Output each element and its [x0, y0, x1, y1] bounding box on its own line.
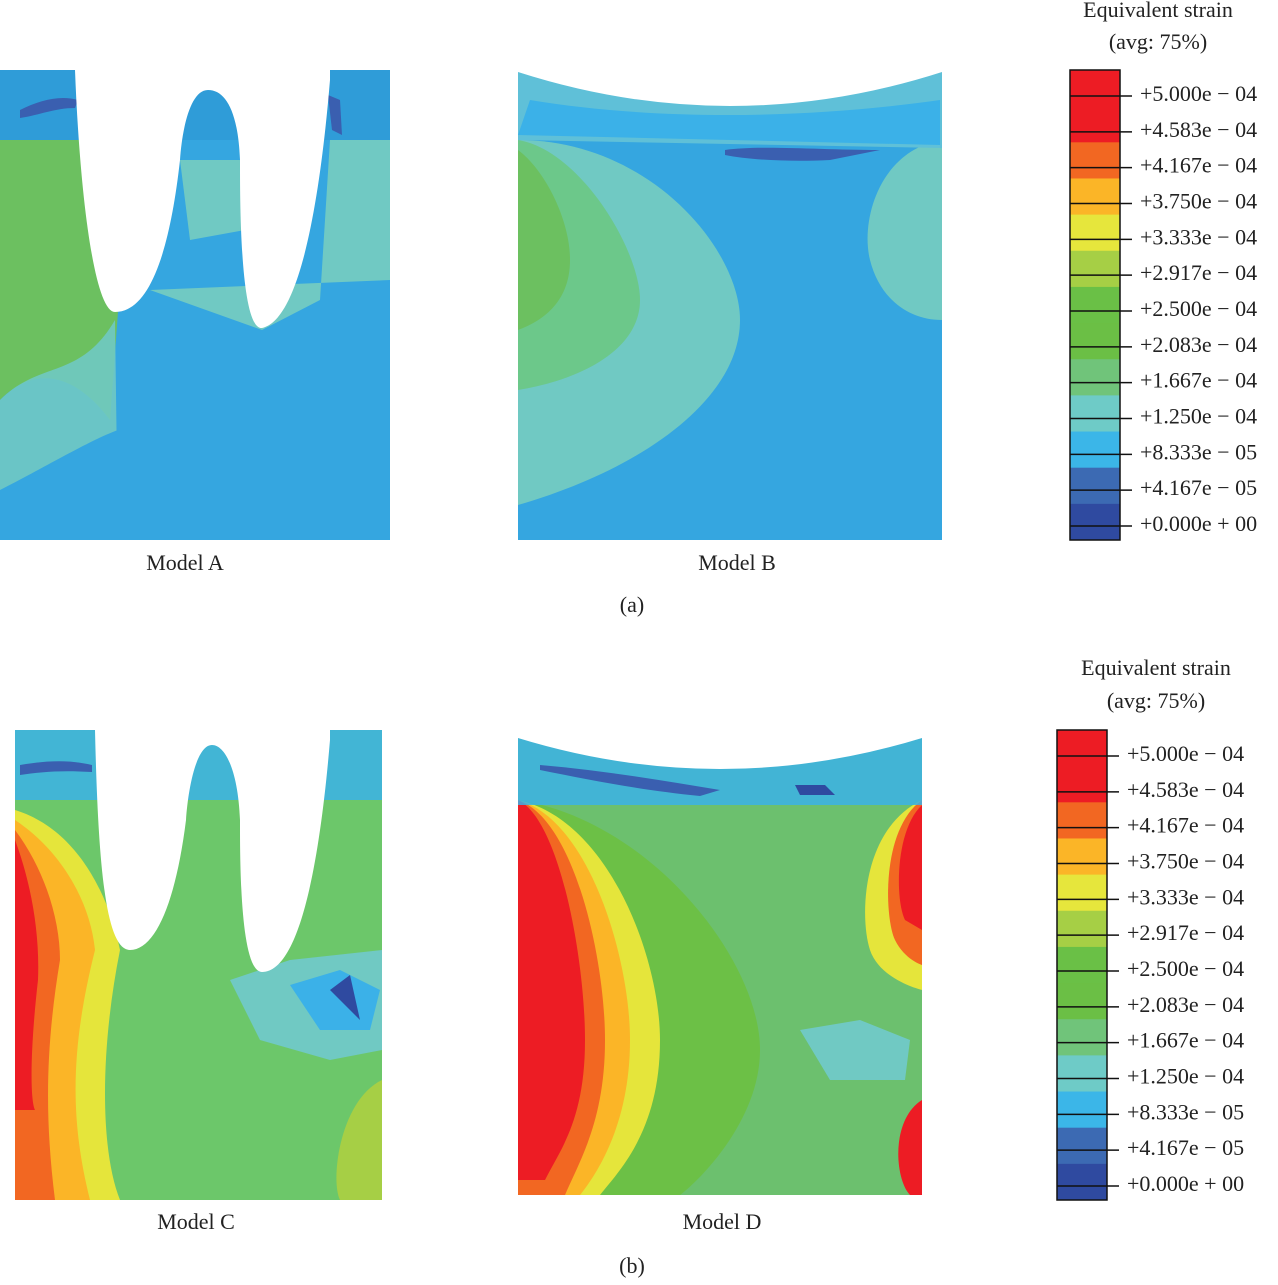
- colorbar-label: +2.083e − 04: [1127, 992, 1244, 1017]
- colorbar-frame: [1069, 69, 1121, 541]
- colorbar-label: +4.167e − 04: [1127, 813, 1244, 838]
- color-band: [1070, 142, 1120, 179]
- color-band: [1070, 286, 1120, 324]
- colorbar-label: +8.333e − 05: [1127, 1099, 1244, 1124]
- colorbar-label: +1.667e − 04: [1127, 1028, 1244, 1053]
- colorbar-label: +1.250e − 04: [1140, 404, 1257, 429]
- legend-title: Equivalent strain: [1081, 655, 1231, 680]
- color-band: [1070, 395, 1120, 433]
- color-band: [1070, 359, 1120, 396]
- colorbar-label: +3.750e − 04: [1127, 849, 1244, 874]
- colorbar-label: +2.917e − 04: [1140, 260, 1257, 285]
- colorbar-label: +3.333e − 04: [1140, 224, 1257, 249]
- color-band: [1070, 106, 1120, 143]
- colorbar-label: +2.917e − 04: [1127, 920, 1244, 945]
- color-band: [1070, 250, 1120, 288]
- legend-subtitle: (avg: 75%): [1107, 688, 1205, 713]
- colorbar-label: +5.000e − 04: [1140, 81, 1257, 106]
- contour-plot: [0, 70, 390, 540]
- legend-subtitle: (avg: 75%): [1109, 29, 1207, 54]
- color-band: [1057, 1019, 1107, 1056]
- color-band: [1070, 178, 1120, 216]
- colorbar-label: +0.000e + 00: [1140, 511, 1257, 536]
- color-band: [1057, 838, 1107, 876]
- model-label: Model D: [683, 1209, 762, 1234]
- colorbar-label: +8.333e − 05: [1140, 439, 1257, 464]
- color-band: [1057, 910, 1107, 948]
- colorbar-label: +3.333e − 04: [1127, 884, 1244, 909]
- colorbar-label: +0.000e + 00: [1127, 1171, 1244, 1196]
- colorbar-label: +4.167e − 05: [1127, 1135, 1244, 1160]
- color-band: [1057, 1163, 1107, 1201]
- colorbar-label: +4.583e − 04: [1127, 777, 1244, 802]
- panel-caption: (a): [620, 592, 644, 617]
- color-band: [1057, 874, 1107, 912]
- color-band: [1057, 802, 1107, 839]
- color-band: [1057, 1127, 1107, 1165]
- color-band: [1057, 983, 1107, 1020]
- colorbar-label: +3.750e − 04: [1140, 189, 1257, 214]
- colorbar-label: +2.500e − 04: [1127, 956, 1244, 981]
- color-band: [1057, 730, 1107, 767]
- color-band: [1070, 323, 1120, 360]
- colorbar-label: +4.583e − 04: [1140, 117, 1257, 142]
- colorbar-label: +1.250e − 04: [1127, 1064, 1244, 1089]
- color-band: [1070, 431, 1120, 469]
- contour-plot: [518, 735, 922, 1195]
- color-band: [1057, 766, 1107, 803]
- color-band: [1070, 70, 1120, 107]
- colorbar-frame: [1056, 729, 1108, 1201]
- contour-plot: [518, 70, 942, 540]
- color-band: [1057, 946, 1107, 984]
- model-label: Model A: [146, 550, 224, 575]
- colorbar-label: +4.167e − 04: [1140, 153, 1257, 178]
- color-band: [1057, 1091, 1107, 1129]
- contour-plot: [15, 730, 382, 1200]
- color-band: [1070, 503, 1120, 541]
- color-band: [1070, 214, 1120, 252]
- panel-caption: (b): [619, 1253, 645, 1278]
- colorbar-label: +2.083e − 04: [1140, 332, 1257, 357]
- model-label: Model C: [157, 1209, 235, 1234]
- legend-title: Equivalent strain: [1083, 0, 1233, 22]
- model-label: Model B: [698, 550, 776, 575]
- color-band: [1070, 467, 1120, 505]
- colorbar-label: +1.667e − 04: [1140, 368, 1257, 393]
- colorbar-label: +2.500e − 04: [1140, 296, 1257, 321]
- color-band: [1057, 1055, 1107, 1093]
- colorbar-label: +5.000e − 04: [1127, 741, 1244, 766]
- colorbar-label: +4.167e − 05: [1140, 475, 1257, 500]
